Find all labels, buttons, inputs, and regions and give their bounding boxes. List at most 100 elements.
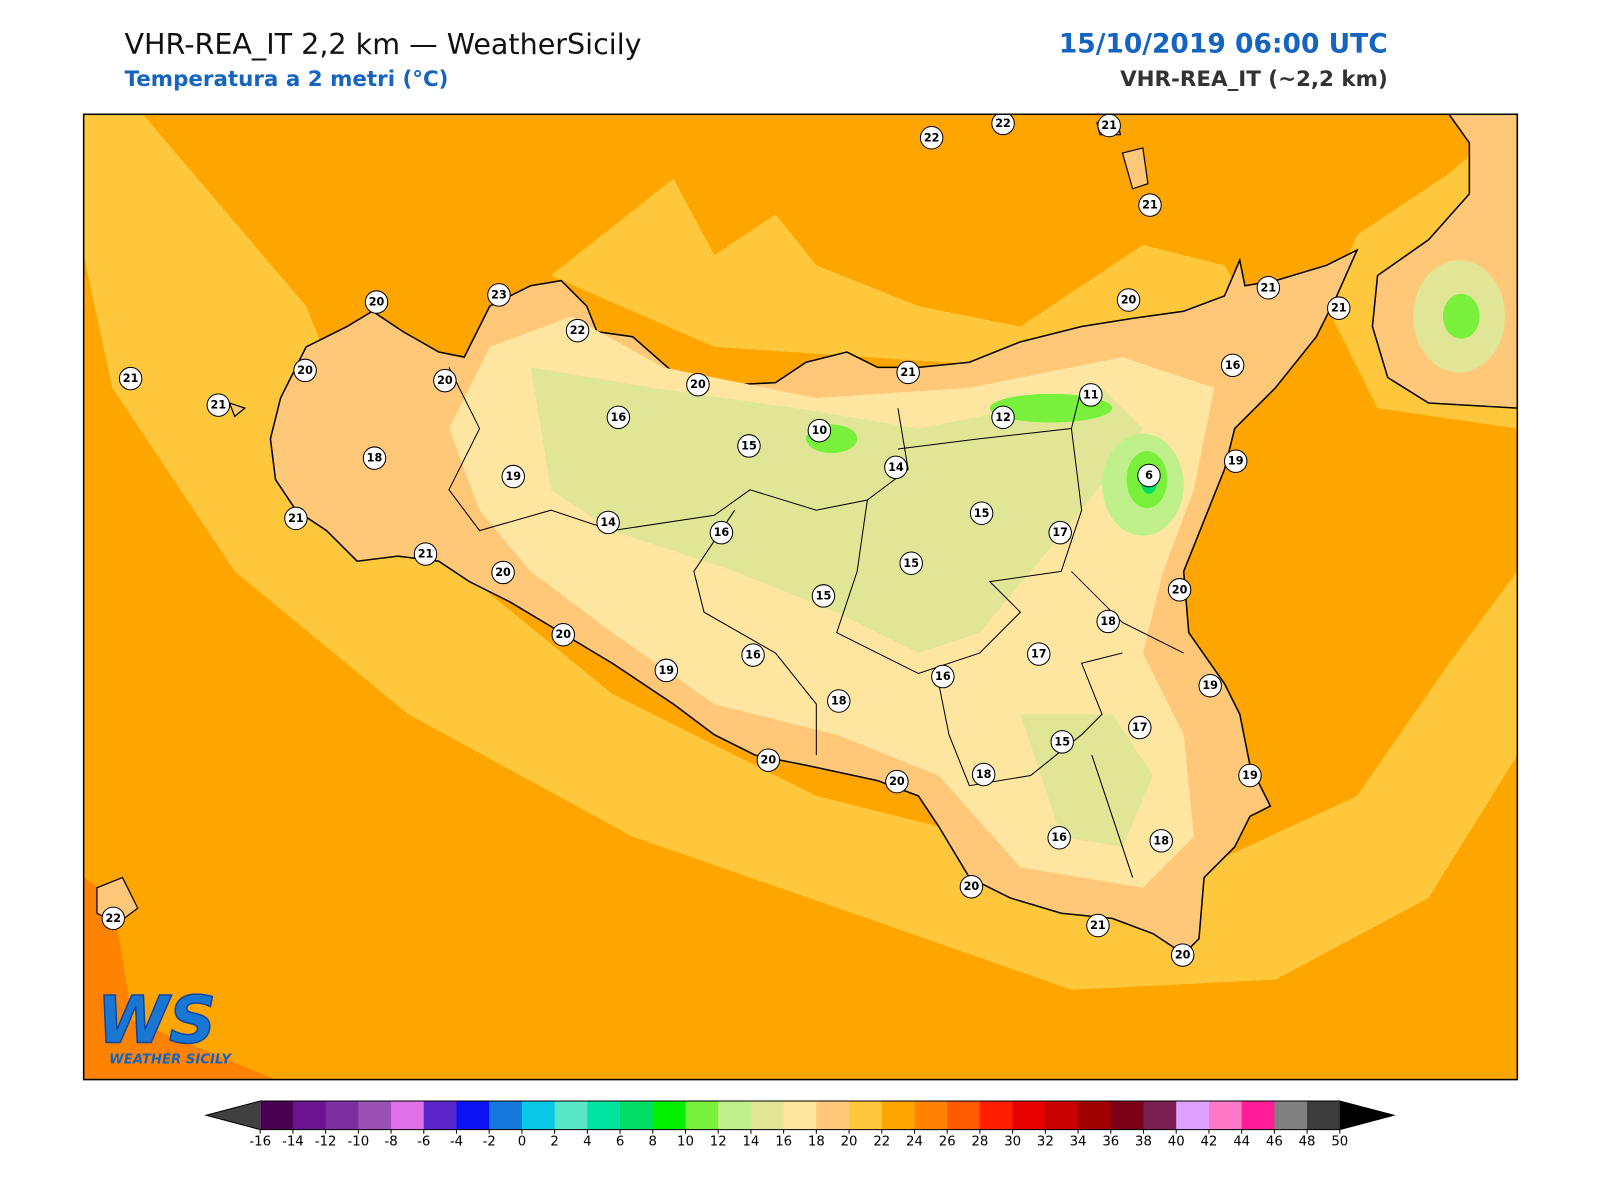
station-marker (1086, 913, 1110, 938)
station-marker (293, 358, 317, 383)
colorbar-tick-label: 28 (971, 1134, 988, 1149)
station-value: 18 (831, 695, 847, 708)
station: 18 (1096, 609, 1120, 634)
station: 22 (991, 114, 1015, 136)
station-marker (1138, 193, 1162, 217)
station: 17 (1048, 520, 1072, 545)
station: 19 (1238, 763, 1262, 788)
station: 12 (991, 405, 1015, 430)
station-marker (487, 283, 511, 307)
colorbar-segment (391, 1101, 425, 1130)
station-value: 21 (1142, 199, 1158, 212)
station-marker (807, 418, 832, 443)
station-value: 11 (1083, 388, 1099, 401)
station-marker (565, 318, 590, 343)
station: 19 (501, 464, 525, 489)
colorbar-under (206, 1101, 261, 1130)
station: 14 (884, 455, 908, 480)
colorbar-segment (816, 1101, 850, 1130)
colorbar-segment (1274, 1101, 1308, 1130)
colorbar-segment (783, 1101, 817, 1130)
station-marker (1137, 463, 1161, 488)
station: 15 (969, 501, 994, 525)
colorbar-segment (652, 1101, 687, 1130)
station-marker (606, 405, 631, 430)
colorbar-tick-label: 24 (906, 1134, 923, 1149)
colorbar-segment (685, 1101, 719, 1130)
station: 21 (1138, 193, 1162, 217)
station: 15 (1050, 730, 1074, 754)
colorbar-segment (1241, 1101, 1275, 1130)
station-marker (827, 689, 851, 713)
colorbar-tick-label: 0 (518, 1134, 526, 1149)
station-value: 15 (903, 557, 919, 570)
station-marker (885, 769, 909, 794)
station-marker (1116, 288, 1141, 312)
station-marker (709, 520, 734, 545)
stations: 22 22 21 21 20 23 22 21 20 20 21 20 21 20 21 21 16 11 12 10… (101, 114, 1351, 967)
station: 11 (1079, 383, 1103, 407)
station-marker (1327, 296, 1351, 320)
station: 21 (118, 366, 143, 391)
station-value: 21 (123, 372, 139, 385)
station-value: 18 (1100, 615, 1116, 628)
station-value: 16 (745, 649, 761, 662)
model: VHR-REA_IT (~2,2 km) (1120, 67, 1388, 92)
colorbar-tick-label: 4 (583, 1134, 591, 1149)
station-marker (686, 372, 710, 397)
station-marker (413, 542, 438, 566)
station-marker (362, 446, 387, 470)
colorbar-tick-label: -12 (315, 1134, 337, 1149)
station: 21 (1327, 296, 1351, 320)
station: 16 (1220, 353, 1245, 378)
station-marker (491, 560, 515, 585)
station-value: 18 (367, 452, 383, 465)
colorbar-tick-label: 30 (1004, 1134, 1021, 1149)
station-marker (969, 501, 994, 525)
colorbar-tick-label: 50 (1331, 1134, 1348, 1149)
station-value: 15 (816, 589, 832, 602)
station-value: 20 (555, 628, 571, 641)
station-marker (433, 368, 457, 393)
station-value: 15 (974, 507, 990, 520)
station: 16 (709, 520, 734, 545)
station-value: 20 (761, 754, 777, 767)
station: 15 (737, 434, 761, 458)
station: 20 (686, 372, 710, 397)
station-marker (959, 874, 984, 899)
colorbar-tick-label: 12 (710, 1134, 727, 1149)
station: 19 (654, 658, 679, 683)
station-value: 15 (741, 439, 757, 452)
station: 18 (827, 689, 851, 713)
station: 15 (811, 584, 836, 608)
station: 16 (741, 643, 765, 667)
colorbar-segment (750, 1101, 785, 1130)
station: 19 (1223, 449, 1248, 473)
station-value: 16 (611, 411, 627, 424)
subtitle: Temperatura a 2 metri (°C) (124, 67, 448, 92)
colorbar-tick-label: 38 (1135, 1134, 1152, 1149)
colorbar-segment (1208, 1101, 1243, 1130)
station: 18 (362, 446, 387, 470)
station: 21 (1256, 276, 1281, 300)
station: 23 (487, 283, 511, 307)
colorbar-tick-label: 26 (939, 1134, 956, 1149)
station-value: 19 (1202, 679, 1218, 692)
calabria-cool (1442, 293, 1480, 339)
station-marker (284, 506, 308, 531)
station-value: 14 (600, 516, 616, 529)
colorbar-over (1339, 1101, 1394, 1130)
station-marker (654, 658, 679, 683)
colorbar-tick-label: 22 (873, 1134, 890, 1149)
colorbar-tick-label: 40 (1168, 1134, 1185, 1149)
station: 20 (364, 290, 389, 314)
station-value: 20 (1121, 293, 1137, 306)
station-value: 18 (976, 768, 992, 781)
colorbar-tick-label: 42 (1200, 1134, 1217, 1149)
station: 15 (899, 551, 923, 575)
station-marker (101, 906, 125, 931)
station-value: 22 (924, 131, 940, 144)
station-marker (756, 748, 781, 772)
colorbar-segment (587, 1101, 621, 1130)
